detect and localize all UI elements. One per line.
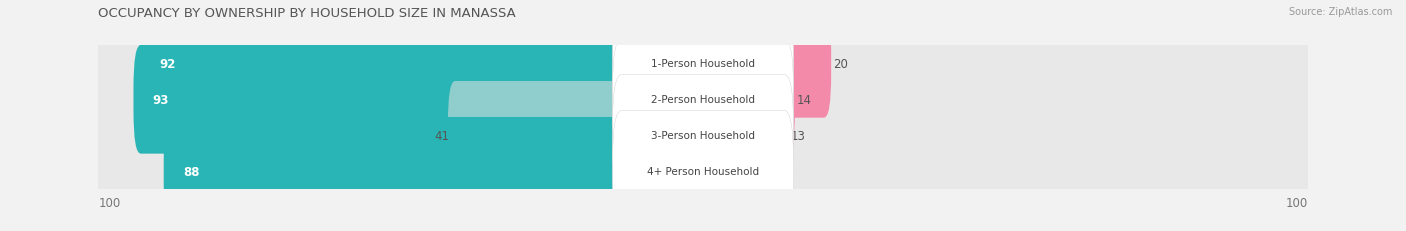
Text: 2-Person Household: 2-Person Household [651, 95, 755, 105]
Text: 20: 20 [832, 58, 848, 71]
Text: OCCUPANCY BY OWNERSHIP BY HOUSEHOLD SIZE IN MANASSA: OCCUPANCY BY OWNERSHIP BY HOUSEHOLD SIZE… [98, 7, 516, 20]
Legend: Owner-occupied, Renter-occupied: Owner-occupied, Renter-occupied [581, 227, 825, 231]
Text: 3-Person Household: 3-Person Household [651, 131, 755, 141]
FancyBboxPatch shape [86, 70, 1320, 202]
Text: 92: 92 [159, 58, 176, 71]
FancyBboxPatch shape [139, 10, 710, 118]
Text: 7: 7 [755, 165, 762, 178]
FancyBboxPatch shape [163, 117, 710, 226]
Text: 4+ Person Household: 4+ Person Household [647, 167, 759, 176]
FancyBboxPatch shape [696, 117, 752, 226]
Text: 41: 41 [434, 129, 449, 142]
Text: 93: 93 [153, 93, 169, 106]
Text: Source: ZipAtlas.com: Source: ZipAtlas.com [1288, 7, 1392, 17]
FancyBboxPatch shape [86, 105, 1320, 231]
FancyBboxPatch shape [86, 0, 1320, 130]
Text: 100: 100 [98, 196, 121, 209]
FancyBboxPatch shape [613, 111, 793, 231]
FancyBboxPatch shape [86, 34, 1320, 166]
FancyBboxPatch shape [613, 4, 793, 125]
Text: 100: 100 [1285, 196, 1308, 209]
Text: 14: 14 [797, 93, 811, 106]
FancyBboxPatch shape [449, 82, 710, 190]
FancyBboxPatch shape [696, 10, 831, 118]
Text: 88: 88 [183, 165, 200, 178]
FancyBboxPatch shape [696, 82, 789, 190]
Text: 1-Person Household: 1-Person Household [651, 59, 755, 69]
FancyBboxPatch shape [696, 46, 794, 154]
FancyBboxPatch shape [613, 75, 793, 196]
Text: 13: 13 [790, 129, 806, 142]
FancyBboxPatch shape [134, 46, 710, 154]
FancyBboxPatch shape [613, 40, 793, 160]
